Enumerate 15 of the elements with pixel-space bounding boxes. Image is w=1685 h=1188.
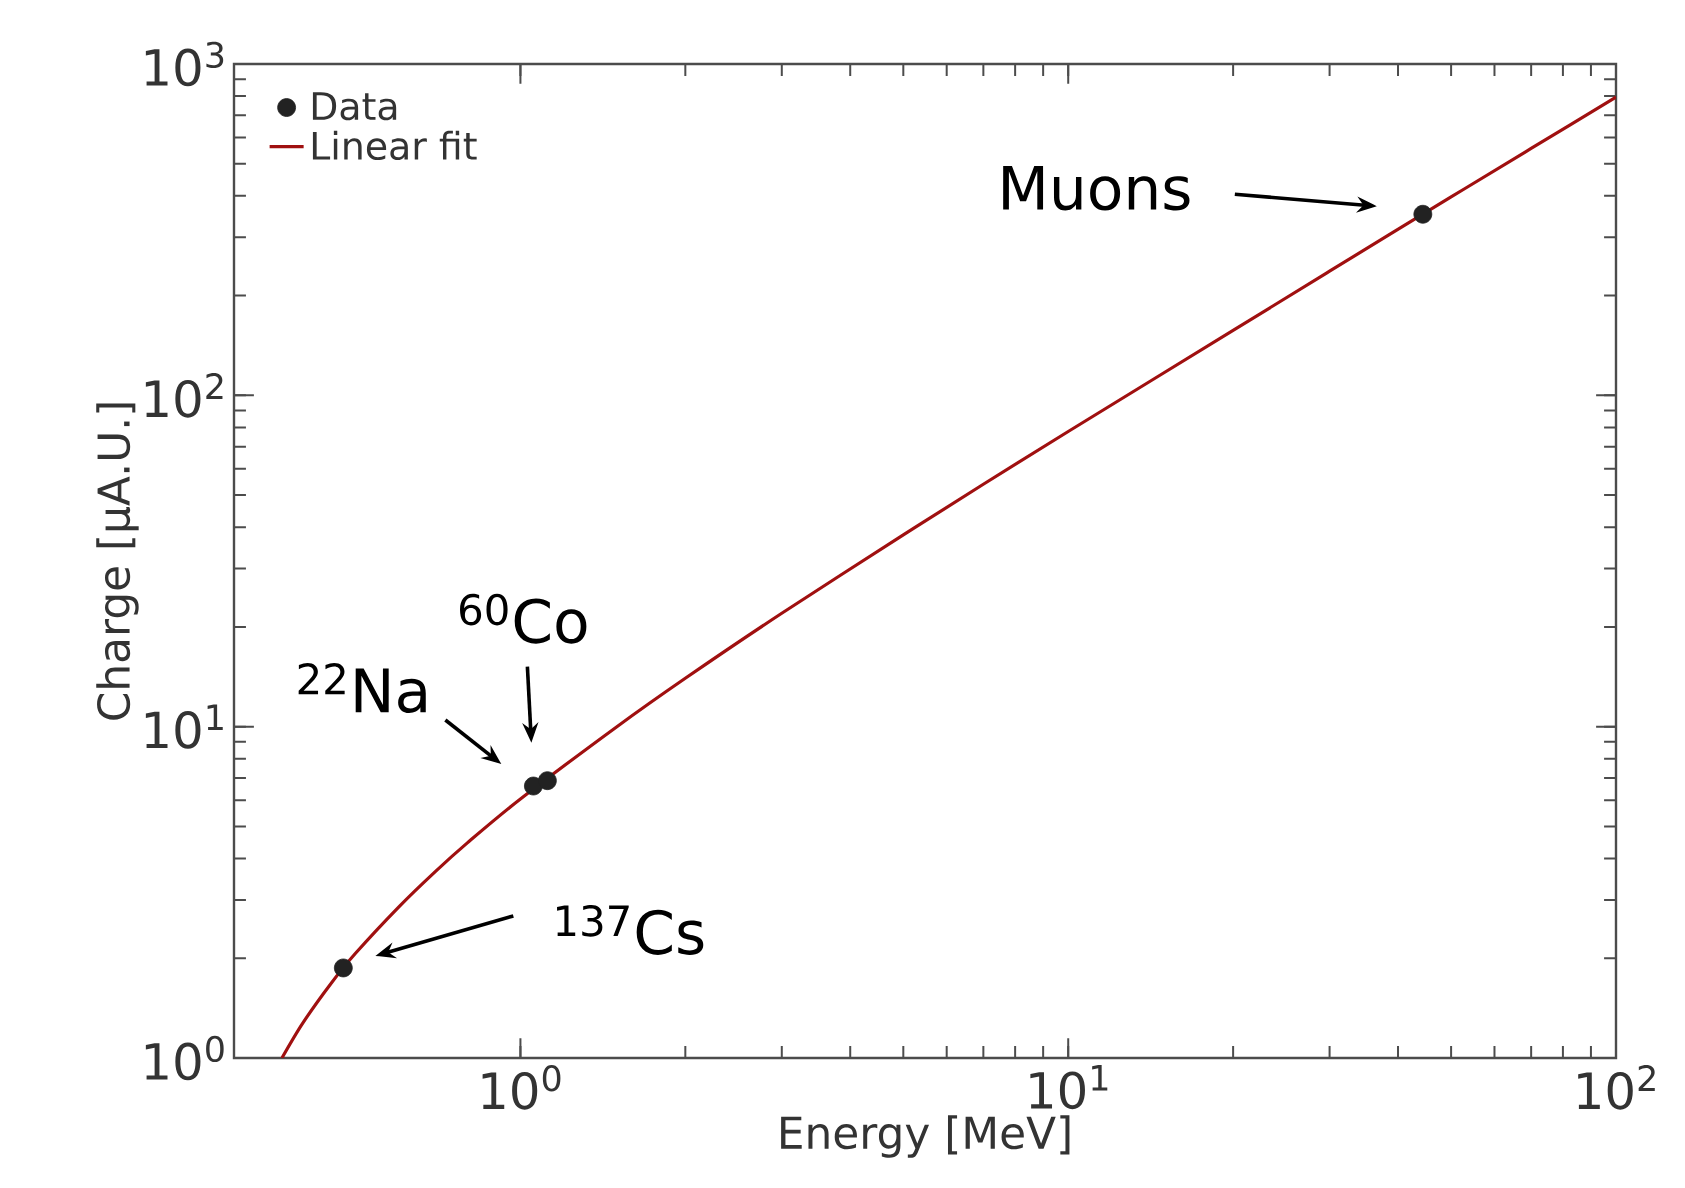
y-axis-title: Charge [µA.U.] bbox=[96, 403, 139, 720]
y-tick-label: 10$^{3}$ bbox=[145, 41, 224, 87]
annotation: Muons bbox=[1003, 166, 1190, 211]
y-tick-label: 10$^{2}$ bbox=[145, 373, 223, 418]
x-tick-label: 10$^{1}$ bbox=[1030, 1065, 1108, 1110]
annotation: $^{22}$Na bbox=[298, 663, 426, 713]
annotation: $^{60}$Co bbox=[460, 593, 587, 644]
x-tick-label: 10$^{2}$ bbox=[1578, 1065, 1655, 1110]
annotation: $^{137}$Cs bbox=[557, 904, 704, 955]
y-tick-label: 10$^{0}$ bbox=[145, 1035, 224, 1081]
x-tick-label: 10$^{0}$ bbox=[482, 1065, 561, 1110]
legend-label: Data bbox=[312, 92, 397, 121]
y-tick-label: 10$^{1}$ bbox=[145, 704, 223, 749]
x-axis-title: Energy [MeV] bbox=[781, 1115, 1070, 1158]
legend-label: Linear fit bbox=[312, 130, 477, 161]
